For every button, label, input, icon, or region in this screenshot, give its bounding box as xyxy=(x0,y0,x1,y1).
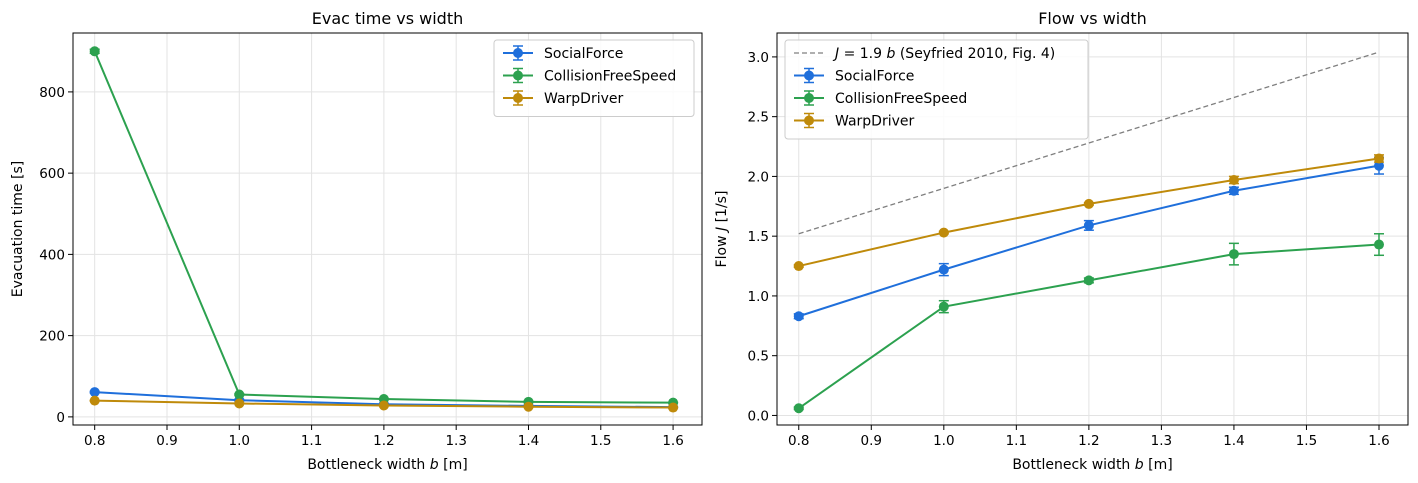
x-tick-label: 1.5 xyxy=(590,433,611,449)
x-tick-label: 1.4 xyxy=(1223,433,1244,449)
series-warpdriver xyxy=(89,395,679,413)
y-tick-label: 200 xyxy=(39,329,65,345)
y-tick-label: 0 xyxy=(56,410,65,426)
flow-panel: 0.8 0.9 1.0 1.1 1.2 1.3 1.4 1.5 1.6 0.0 0.5 1.0 1.5 2… xyxy=(714,9,1409,473)
x-tick-label: 1.3 xyxy=(1151,433,1172,449)
y-tick-label: 1.5 xyxy=(748,229,769,245)
legend-swatch-marker xyxy=(513,70,523,81)
data-point xyxy=(1083,198,1094,209)
x-tick-label: 0.8 xyxy=(84,433,105,449)
legend-swatch-marker xyxy=(804,115,814,126)
legend-label-collisionfreespeed: CollisionFreeSpeed xyxy=(835,91,967,107)
data-point xyxy=(89,387,100,398)
y-axis-label: Evacuation time [s] xyxy=(10,161,26,297)
y-axis-label: Flow J [1/s] xyxy=(714,191,730,268)
legend: J = 1.9 b (Seyfried 2010, Fig. 4) SocialF… xyxy=(784,39,1089,140)
x-tick-label: 1.2 xyxy=(1078,433,1099,449)
y-tick-label: 600 xyxy=(39,166,65,182)
y-tick-label: 0.5 xyxy=(748,349,769,365)
x-tick-label: 1.5 xyxy=(1296,433,1317,449)
x-tick-label: 0.9 xyxy=(156,433,177,449)
legend-label-collisionfreespeed: CollisionFreeSpeed xyxy=(544,69,676,85)
legend-label-warpdriver: WarpDriver xyxy=(544,91,623,107)
data-point xyxy=(668,402,679,413)
data-point xyxy=(1083,220,1094,231)
legend-label-socialforce: SocialForce xyxy=(544,46,623,62)
data-point xyxy=(1373,239,1384,250)
legend-label-warpdriver: WarpDriver xyxy=(835,114,914,130)
data-point xyxy=(938,227,949,238)
y-tick-label: 2.5 xyxy=(748,110,769,126)
legend-swatch-marker xyxy=(513,93,523,103)
data-point xyxy=(89,46,100,57)
data-point xyxy=(938,301,949,312)
legend-label-reference: J = 1.9 b (Seyfried 2010, Fig. 4) xyxy=(832,46,1055,62)
data-point xyxy=(938,264,949,275)
data-point xyxy=(1373,153,1384,164)
data-point xyxy=(793,261,804,272)
series-collisionfreespeed xyxy=(793,233,1384,414)
data-point xyxy=(523,401,534,412)
legend: SocialForce CollisionFreeSpeed WarpDriver xyxy=(493,39,695,117)
plot-frame xyxy=(776,32,1409,426)
y-tick-label: 3.0 xyxy=(748,50,769,66)
data-point xyxy=(1228,185,1239,196)
x-tick-label: 1.4 xyxy=(518,433,539,449)
chart-title: Flow vs width xyxy=(1038,9,1147,28)
x-tick-label: 1.0 xyxy=(933,433,954,449)
data-point xyxy=(1083,275,1094,286)
x-tick-label: 1.3 xyxy=(445,433,466,449)
data-point xyxy=(1228,249,1239,260)
reference-line xyxy=(798,51,1380,235)
y-tick-label: 800 xyxy=(39,85,65,101)
data-point xyxy=(793,403,804,414)
legend-box xyxy=(493,39,695,117)
x-tick-label: 1.6 xyxy=(1368,433,1389,449)
y-tick-label: 0.0 xyxy=(748,408,769,424)
legend-label-socialforce: SocialForce xyxy=(835,69,914,85)
legend-box xyxy=(784,39,1089,140)
x-tick-label: 1.1 xyxy=(1006,433,1027,449)
chart-title: Evac time vs width xyxy=(312,9,464,28)
data-point xyxy=(1228,175,1239,185)
series-warpdriver xyxy=(793,153,1384,272)
evac-time-panel: 0.8 0.9 1.0 1.1 1.2 1.3 1.4 1.5 1.6 0 200 400 600 800… xyxy=(10,9,703,473)
legend-swatch-marker xyxy=(513,48,523,58)
x-tick-label: 1.6 xyxy=(662,433,683,449)
legend-swatch-marker xyxy=(804,70,814,81)
x-tick-label: 0.9 xyxy=(861,433,882,449)
data-point xyxy=(793,311,804,322)
y-tick-label: 400 xyxy=(39,247,65,263)
y-tick-label: 2.0 xyxy=(748,169,769,185)
data-point xyxy=(89,395,100,406)
x-tick-label: 1.0 xyxy=(229,433,250,449)
data-point xyxy=(378,400,389,411)
data-point xyxy=(1373,160,1384,171)
x-axis-label: Bottleneck width b [m] xyxy=(307,457,467,473)
x-tick-label: 1.1 xyxy=(301,433,322,449)
plot-frame xyxy=(72,32,703,426)
y-tick-label: 1.0 xyxy=(748,289,769,305)
x-axis-label: Bottleneck width b [m] xyxy=(1012,457,1172,473)
data-point xyxy=(234,398,245,409)
x-tick-label: 0.8 xyxy=(788,433,809,449)
data-point xyxy=(234,389,245,400)
x-tick-label: 1.2 xyxy=(373,433,394,449)
legend-swatch-marker xyxy=(804,93,814,103)
